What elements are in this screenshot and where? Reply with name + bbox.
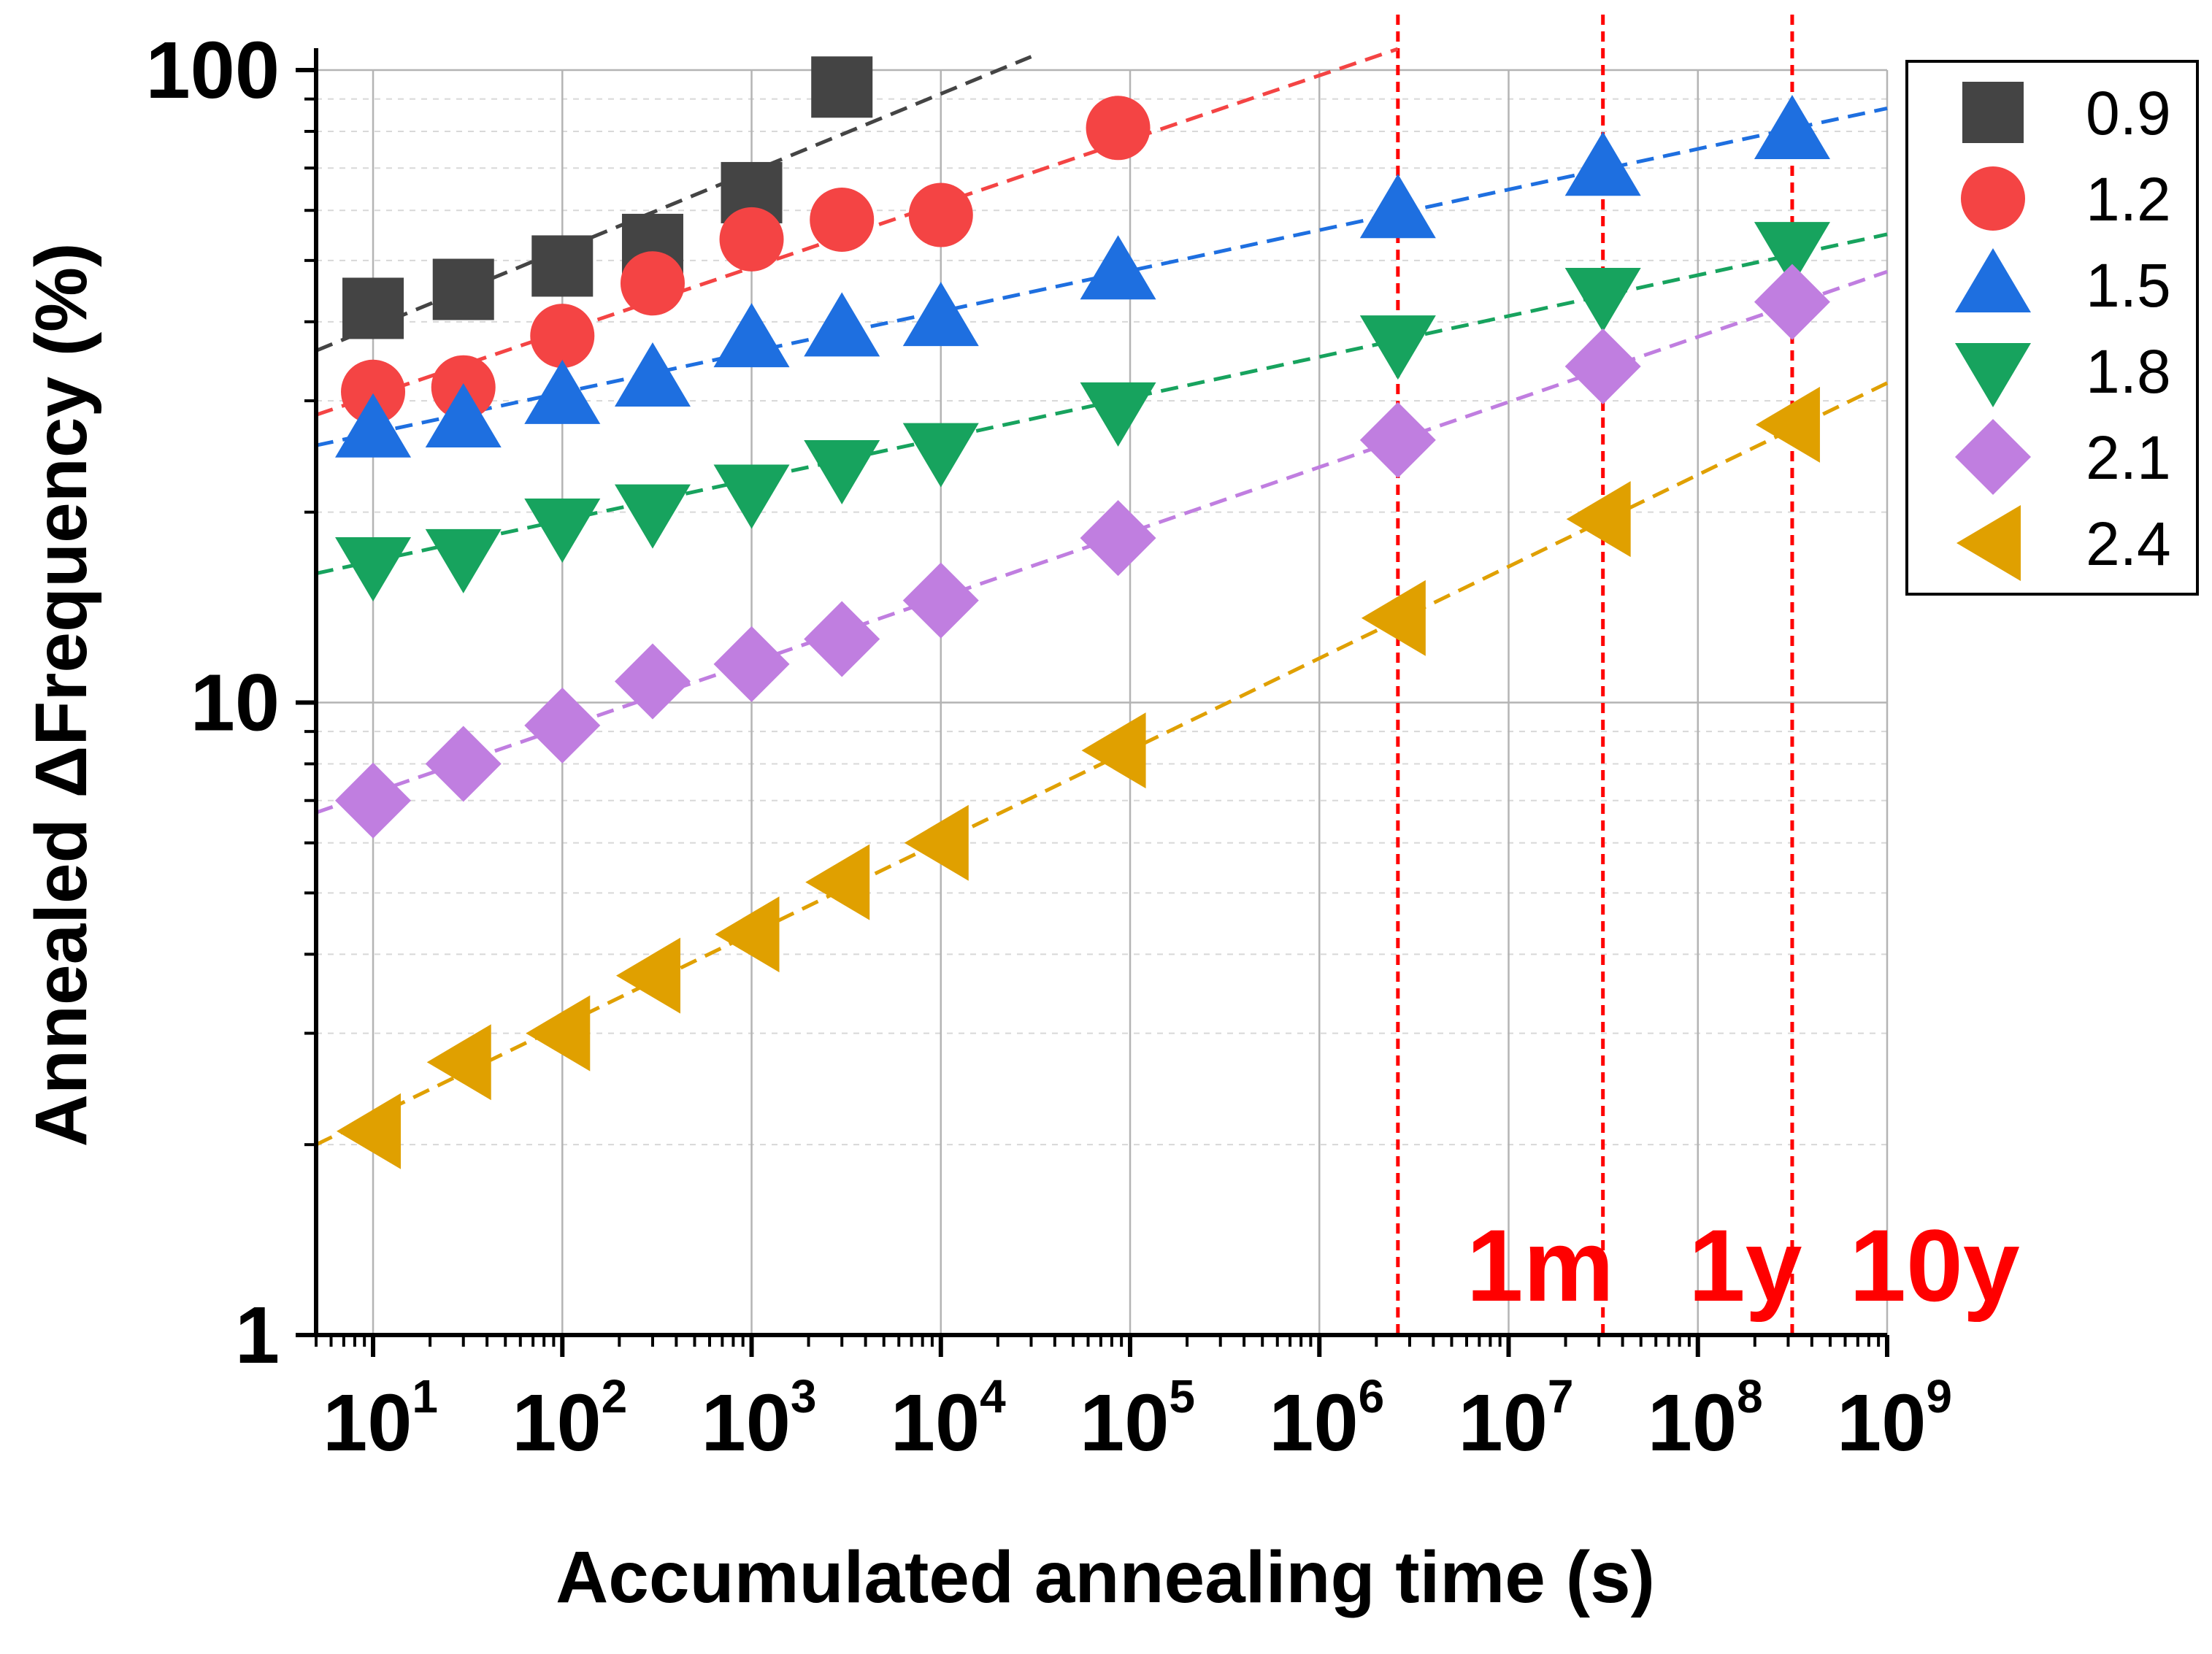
legend-box	[1905, 60, 2199, 596]
data-point	[1754, 222, 1830, 287]
data-point	[425, 726, 502, 802]
x-tick-label: 104	[891, 1370, 1006, 1468]
data-point	[1359, 315, 1436, 380]
y-tick-label: 10	[191, 658, 280, 748]
data-point	[713, 303, 790, 368]
data-points	[335, 56, 1830, 1169]
x-tick-label: 109	[1837, 1370, 1952, 1468]
data-point	[531, 235, 594, 297]
data-point	[1564, 131, 1641, 196]
data-point	[614, 484, 691, 549]
reference-line-label: 1y	[1689, 1208, 1802, 1323]
data-point	[425, 528, 502, 593]
data-point	[804, 601, 880, 677]
data-point	[524, 359, 601, 424]
data-point	[811, 56, 873, 118]
data-point	[1564, 267, 1641, 332]
legend-label: 2.4	[2086, 509, 2171, 578]
fit-lines	[315, 47, 1889, 1147]
data-point	[902, 562, 979, 639]
data-point	[524, 687, 601, 763]
data-point	[341, 359, 406, 424]
data-point	[524, 498, 601, 563]
data-point	[335, 537, 412, 602]
x-axis-label: Accumulated annealing time (s)	[556, 1536, 1655, 1618]
reference-lines: 1m 1y 10y	[1396, 15, 2020, 1335]
data-point	[713, 626, 790, 702]
x-tick-label: 103	[702, 1370, 817, 1468]
data-point	[715, 896, 780, 973]
data-point	[902, 282, 979, 347]
data-point	[902, 423, 979, 488]
x-tick-label: 102	[512, 1370, 627, 1468]
data-point	[1755, 386, 1820, 463]
legend: 0.9 1.2 1.5 1.8 2.1 2.4	[1905, 60, 2199, 596]
data-point	[810, 187, 875, 252]
legend-marker-1.5	[1955, 248, 2031, 312]
data-point	[620, 251, 685, 316]
data-point	[1359, 174, 1436, 239]
data-point	[805, 844, 870, 920]
fit-line-1.5	[315, 106, 1888, 447]
data-point	[426, 1024, 491, 1101]
data-point	[614, 643, 691, 720]
x-tick-label: 107	[1459, 1370, 1574, 1468]
data-point	[1564, 328, 1641, 404]
data-point	[335, 762, 412, 839]
data-point	[1754, 264, 1830, 340]
fit-line-2.4	[315, 381, 1889, 1147]
data-point	[615, 937, 680, 1014]
x-tick-label: 101	[323, 1370, 438, 1468]
legend-label: 2.1	[2086, 423, 2171, 492]
data-point	[1080, 500, 1156, 577]
data-point	[614, 342, 691, 407]
data-point	[337, 1093, 402, 1169]
y-tick-label: 1	[235, 1290, 280, 1380]
legend-marker-1.8	[1955, 343, 2031, 407]
legend-label: 0.9	[2086, 79, 2171, 147]
legend-label: 1.2	[2086, 165, 2171, 234]
legend-marker-0.9	[1962, 82, 2024, 143]
x-tick-label: 106	[1269, 1370, 1384, 1468]
fit-line-0.9	[315, 55, 1032, 353]
data-point	[904, 804, 969, 881]
legend-marker-1.2	[1961, 166, 2025, 231]
data-point	[425, 383, 502, 448]
data-point	[432, 258, 494, 320]
data-point	[1566, 481, 1631, 558]
data-point	[335, 393, 412, 458]
data-point	[530, 304, 595, 369]
data-point	[1754, 94, 1830, 159]
legend-marker-2.4	[1956, 505, 2021, 581]
data-point	[908, 182, 973, 247]
data-point	[1081, 712, 1146, 789]
data-point	[1080, 235, 1156, 300]
reference-line-label: 1m	[1467, 1208, 1614, 1323]
legend-marker-2.1	[1955, 419, 2031, 495]
axes: 1 10 100 101 102 103 104 105 106 107 108 109	[145, 26, 1952, 1468]
y-tick-label: 100	[145, 26, 280, 115]
reference-line-label: 10y	[1849, 1208, 2020, 1323]
x-tick-label: 108	[1648, 1370, 1763, 1468]
legend-label: 1.8	[2086, 337, 2171, 406]
data-point	[713, 464, 790, 529]
data-point	[1359, 401, 1436, 478]
data-point	[1080, 382, 1156, 447]
data-point	[719, 207, 784, 272]
data-point	[804, 439, 880, 504]
data-point	[1086, 96, 1151, 161]
data-point	[526, 995, 591, 1072]
legend-label: 1.5	[2086, 251, 2171, 320]
y-axis-label: Annealed ΔFrequency (%)	[20, 243, 102, 1147]
data-point	[342, 277, 404, 339]
x-tick-label: 105	[1080, 1370, 1195, 1468]
data-point	[1361, 580, 1426, 656]
data-point	[804, 292, 880, 357]
